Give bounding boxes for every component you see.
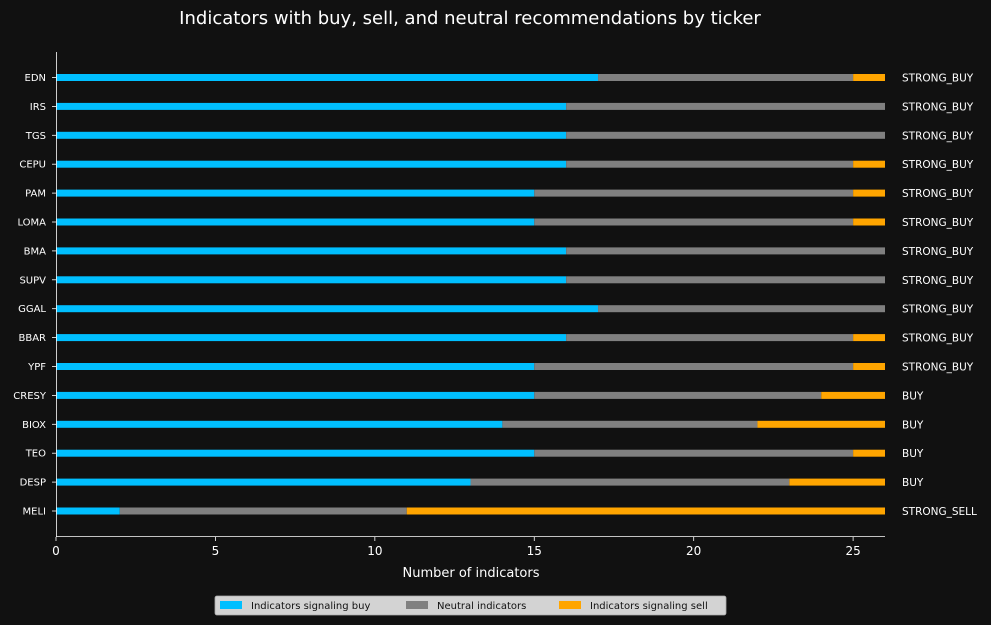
recommendation-label: STRONG_BUY	[902, 304, 974, 316]
bar-cepu-series-0	[56, 160, 567, 168]
x-axis-label: Number of indicators	[402, 566, 539, 581]
recommendation-label: STRONG_SELL	[902, 506, 977, 518]
bar-biox-series-1	[502, 420, 758, 428]
bar-edn-series-2	[853, 74, 885, 81]
x-tick-label: 20	[686, 544, 701, 558]
bar-ypf-series-2	[853, 363, 885, 370]
bar-bbar-series-0	[56, 334, 567, 342]
y-tick-label: BBAR	[18, 333, 46, 344]
bar-teo-series-2	[853, 449, 885, 457]
x-tick-label: 5	[212, 544, 220, 558]
bar-supv-series-1	[566, 276, 885, 284]
y-tick-label: SUPV	[19, 275, 46, 286]
axes	[56, 52, 885, 537]
bar-bbar-series-2	[853, 334, 885, 342]
recommendation-label: STRONG_BUY	[902, 246, 974, 258]
y-tick-label: CEPU	[19, 160, 46, 171]
recommendation-label: BUY	[902, 448, 924, 460]
recommendation-label: STRONG_BUY	[902, 101, 974, 113]
chart-title: Indicators with buy, sell, and neutral r…	[179, 8, 761, 29]
bar-cepu-series-2	[853, 160, 885, 168]
y-tick-label: DESP	[20, 478, 46, 489]
y-tick-label: CRESY	[13, 391, 47, 402]
y-tick-label: TGS	[25, 131, 46, 142]
x-tick-label: 10	[367, 544, 382, 558]
bar-teo-series-1	[534, 449, 854, 457]
y-tick-label: IRS	[30, 102, 46, 113]
bar-cresy-series-0	[56, 391, 535, 399]
bar-bma-series-0	[56, 247, 567, 255]
x-tick-label: 25	[845, 544, 860, 558]
y-tick-label: MELI	[23, 507, 46, 518]
bar-pam-series-2	[853, 189, 885, 197]
legend: Indicators signaling buy Neutral indicato…	[214, 595, 727, 616]
y-tick-label: PAM	[25, 189, 46, 200]
legend-swatch	[220, 601, 242, 609]
recommendation-label: STRONG_BUY	[902, 362, 974, 374]
x-tick-label: 15	[527, 544, 542, 558]
y-tick-label: BIOX	[22, 420, 46, 431]
bar-cresy-series-2	[821, 391, 885, 399]
bar-ggal-series-0	[56, 305, 599, 313]
bar-cepu-series-1	[566, 160, 854, 168]
y-tick-label: YPF	[27, 362, 46, 373]
bar-desp-series-0	[56, 478, 471, 486]
recommendation-label: STRONG_BUY	[902, 217, 974, 229]
bar-irs-series-0	[56, 102, 567, 110]
bar-tgs-series-1	[566, 131, 885, 139]
bar-irs-series-1	[566, 102, 885, 110]
bar-ypf-series-1	[534, 363, 854, 370]
bar-supv-series-0	[56, 276, 567, 284]
recommendation-label: STRONG_BUY	[902, 188, 974, 200]
bar-desp-series-1	[470, 478, 790, 486]
bar-teo-series-0	[56, 449, 535, 457]
bar-meli-series-1	[119, 507, 407, 515]
bar-edn-series-1	[598, 74, 854, 81]
bars-layer	[56, 74, 885, 515]
recommendation-label: STRONG_BUY	[902, 333, 974, 345]
bar-cresy-series-1	[534, 391, 822, 399]
bar-loma-series-0	[56, 218, 535, 226]
legend-box	[214, 595, 727, 616]
y-tick-label: TEO	[25, 449, 46, 460]
legend-swatch	[406, 601, 428, 609]
x-tick-labels: 0 5 10 15 20 25	[52, 537, 861, 558]
y-tick-label: EDN	[25, 73, 47, 84]
bar-pam-series-1	[534, 189, 854, 197]
bar-meli-series-2	[406, 507, 885, 515]
recommendation-label: STRONG_BUY	[902, 73, 974, 85]
legend-label: Indicators signaling sell	[590, 601, 708, 612]
bar-desp-series-2	[789, 478, 885, 486]
bar-tgs-series-0	[56, 131, 567, 139]
bar-loma-series-2	[853, 218, 885, 226]
recommendation-label: BUY	[902, 419, 924, 431]
y-tick-label: GGAL	[18, 304, 46, 315]
bar-meli-series-0	[56, 507, 120, 515]
legend-label: Neutral indicators	[437, 601, 526, 612]
bar-loma-series-1	[534, 218, 854, 226]
recommendation-labels: STRONG_BUY STRONG_BUY STRONG_BUY STRONG_BUY…	[902, 73, 977, 519]
bar-edn-series-0	[56, 74, 599, 81]
bar-bbar-series-1	[566, 334, 854, 342]
bar-bma-series-1	[566, 247, 885, 255]
recommendation-label: STRONG_BUY	[902, 275, 974, 287]
recommendation-label: STRONG_BUY	[902, 130, 974, 142]
y-tick-label: LOMA	[17, 218, 46, 229]
y-tick-labels: EDN IRS TGS CEPU PAM LOMA BMA SUPV GGAL BBAR YPF CR…	[13, 73, 56, 518]
bar-biox-series-2	[757, 420, 885, 428]
recommendation-label: BUY	[902, 390, 924, 402]
x-tick-label: 0	[52, 544, 60, 558]
recommendation-label: STRONG_BUY	[902, 159, 974, 171]
bar-pam-series-0	[56, 189, 535, 197]
bar-biox-series-0	[56, 420, 503, 428]
bar-ypf-series-0	[56, 363, 535, 370]
legend-swatch	[559, 601, 581, 609]
legend-items: Indicators signaling buy Neutral indicato…	[220, 601, 708, 612]
recommendation-label: BUY	[902, 477, 924, 489]
y-tick-label: BMA	[24, 246, 46, 257]
legend-label: Indicators signaling buy	[251, 601, 370, 612]
bar-ggal-series-1	[598, 305, 885, 313]
